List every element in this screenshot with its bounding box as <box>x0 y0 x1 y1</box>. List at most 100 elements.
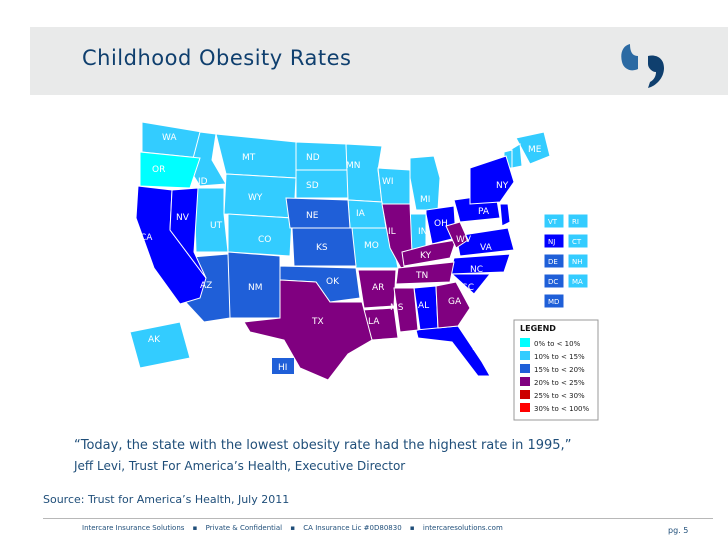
state-label-mi: MI <box>420 195 430 205</box>
legend-swatch <box>520 403 530 412</box>
footer-company: Intercare Insurance Solutions <box>82 524 185 532</box>
legend-label: 25% to < 30% <box>534 392 585 400</box>
company-logo-icon <box>621 44 664 88</box>
states-band-10-15 <box>129 121 551 369</box>
legend-label: 0% to < 10% <box>534 340 581 348</box>
state-hi-box <box>272 358 294 374</box>
footer-bullet: ▪ <box>290 524 296 532</box>
state-or <box>139 151 201 189</box>
box-label-nj: NJ <box>548 238 555 246</box>
state-label-ny: NY <box>496 181 509 191</box>
source-note: Source: Trust for America’s Health, July… <box>43 493 290 506</box>
quote-attribution: Jeff Levi, Trust For America’s Health, E… <box>74 459 406 473</box>
box-dc <box>543 273 565 289</box>
state-ak <box>129 321 191 369</box>
states-band-purple <box>243 203 471 381</box>
state-mt <box>215 133 297 179</box>
state-ia <box>347 199 387 229</box>
state-label-ca: CA <box>140 233 153 243</box>
state-label-in: IN <box>418 227 427 237</box>
box-label-md: MD <box>548 298 559 306</box>
state-mn <box>345 143 383 203</box>
state-label-me: ME <box>528 145 542 155</box>
state-label-ky: KY <box>420 251 432 261</box>
box-nj <box>543 233 565 249</box>
state-label-mo: MO <box>364 241 379 251</box>
legend-swatch <box>520 338 530 347</box>
state-label-nv: NV <box>176 213 190 223</box>
state-label-oh: OH <box>434 219 448 229</box>
footer-bullet: ▪ <box>192 524 198 532</box>
legend-label: 20% to < 25% <box>534 379 585 387</box>
state-label-nm: NM <box>248 283 263 293</box>
state-oh <box>425 205 457 245</box>
legend-swatch <box>520 377 530 386</box>
state-va <box>455 227 515 257</box>
state-sc <box>450 273 492 295</box>
legend-items: 0% to < 10% 10% to < 15% 15% to < 20% 20% t… <box>520 338 589 413</box>
slide-title: Childhood Obesity Rates <box>82 46 352 70</box>
legend-label: 30% to < 100% <box>534 405 589 413</box>
state-ms <box>393 287 419 333</box>
state-me <box>515 131 551 165</box>
box-de <box>543 253 565 269</box>
state-ut <box>193 187 229 253</box>
state-label-sd: SD <box>306 181 319 191</box>
box-label-ct: CT <box>572 238 582 246</box>
box-label-de: DE <box>548 258 558 266</box>
box-label-nh: NH <box>572 258 583 266</box>
box-label-vt: VT <box>548 218 558 226</box>
state-label-ga: GA <box>448 297 462 307</box>
state-sd <box>295 169 349 199</box>
state-labels: WA OR ID MT ND SD WY MN WI MI NE IA IL IN OH PA NY ME NV UT… <box>140 133 542 373</box>
box-label-ma: MA <box>572 278 583 286</box>
state-label-il: IL <box>388 227 396 237</box>
state-label-tx: TX <box>311 317 324 327</box>
box-ri <box>567 213 589 229</box>
state-nd <box>295 141 349 171</box>
state-label-pa: PA <box>478 207 490 217</box>
state-label-sc: SC <box>462 283 474 293</box>
title-band <box>30 27 728 95</box>
state-nj <box>499 203 511 227</box>
slide-header: Childhood Obesity Rates <box>0 0 728 120</box>
state-label-ms: MS <box>390 303 404 313</box>
quote-text: “Today, the state with the lowest obesit… <box>74 438 572 453</box>
legend-label: 15% to < 20% <box>534 366 585 374</box>
footer-bar: Intercare Insurance Solutions ▪ Private … <box>82 524 509 532</box>
state-label-hi: HI <box>278 363 287 373</box>
state-ar <box>357 269 397 309</box>
box-label-dc: DC <box>548 278 558 286</box>
state-label-co: CO <box>258 235 271 245</box>
state-wv <box>445 221 469 249</box>
legend-swatch <box>520 390 530 399</box>
box-ct <box>567 233 589 249</box>
state-ky <box>401 239 457 267</box>
state-ga <box>435 281 471 329</box>
state-label-wv: WV <box>456 235 472 245</box>
state-label-wy: WY <box>248 193 263 203</box>
footer-license: CA Insurance Lic #0D80830 <box>303 524 402 532</box>
state-label-mn: MN <box>346 161 361 171</box>
state-label-ak: AK <box>148 335 161 345</box>
state-label-tn: TN <box>415 271 428 281</box>
legend-swatch <box>520 351 530 360</box>
map-legend: LEGEND 0% to < 10% 10% to < 15% 15% to < 2… <box>513 319 599 421</box>
state-label-or: OR <box>152 165 165 175</box>
legend-label: 10% to < 15% <box>534 353 585 361</box>
page-number: pg. 5 <box>668 526 689 535</box>
footer-bullet: ▪ <box>409 524 415 532</box>
footer-divider <box>43 518 713 519</box>
state-tn <box>395 261 455 285</box>
state-label-ok: OK <box>326 277 340 287</box>
state-label-al: AL <box>418 301 429 311</box>
state-ks <box>291 227 357 267</box>
box-ma <box>567 273 589 289</box>
us-map-svg: WA OR ID MT ND SD WY MN WI MI NE IA IL IN OH PA NY ME NV UT… <box>129 121 599 421</box>
state-label-fl: FL <box>472 343 482 353</box>
state-label-ks: KS <box>316 243 328 253</box>
legend-swatch <box>520 364 530 373</box>
state-label-ut: UT <box>210 221 223 231</box>
states-band-20-25-blue <box>135 155 515 377</box>
legend-title: LEGEND <box>520 324 556 333</box>
